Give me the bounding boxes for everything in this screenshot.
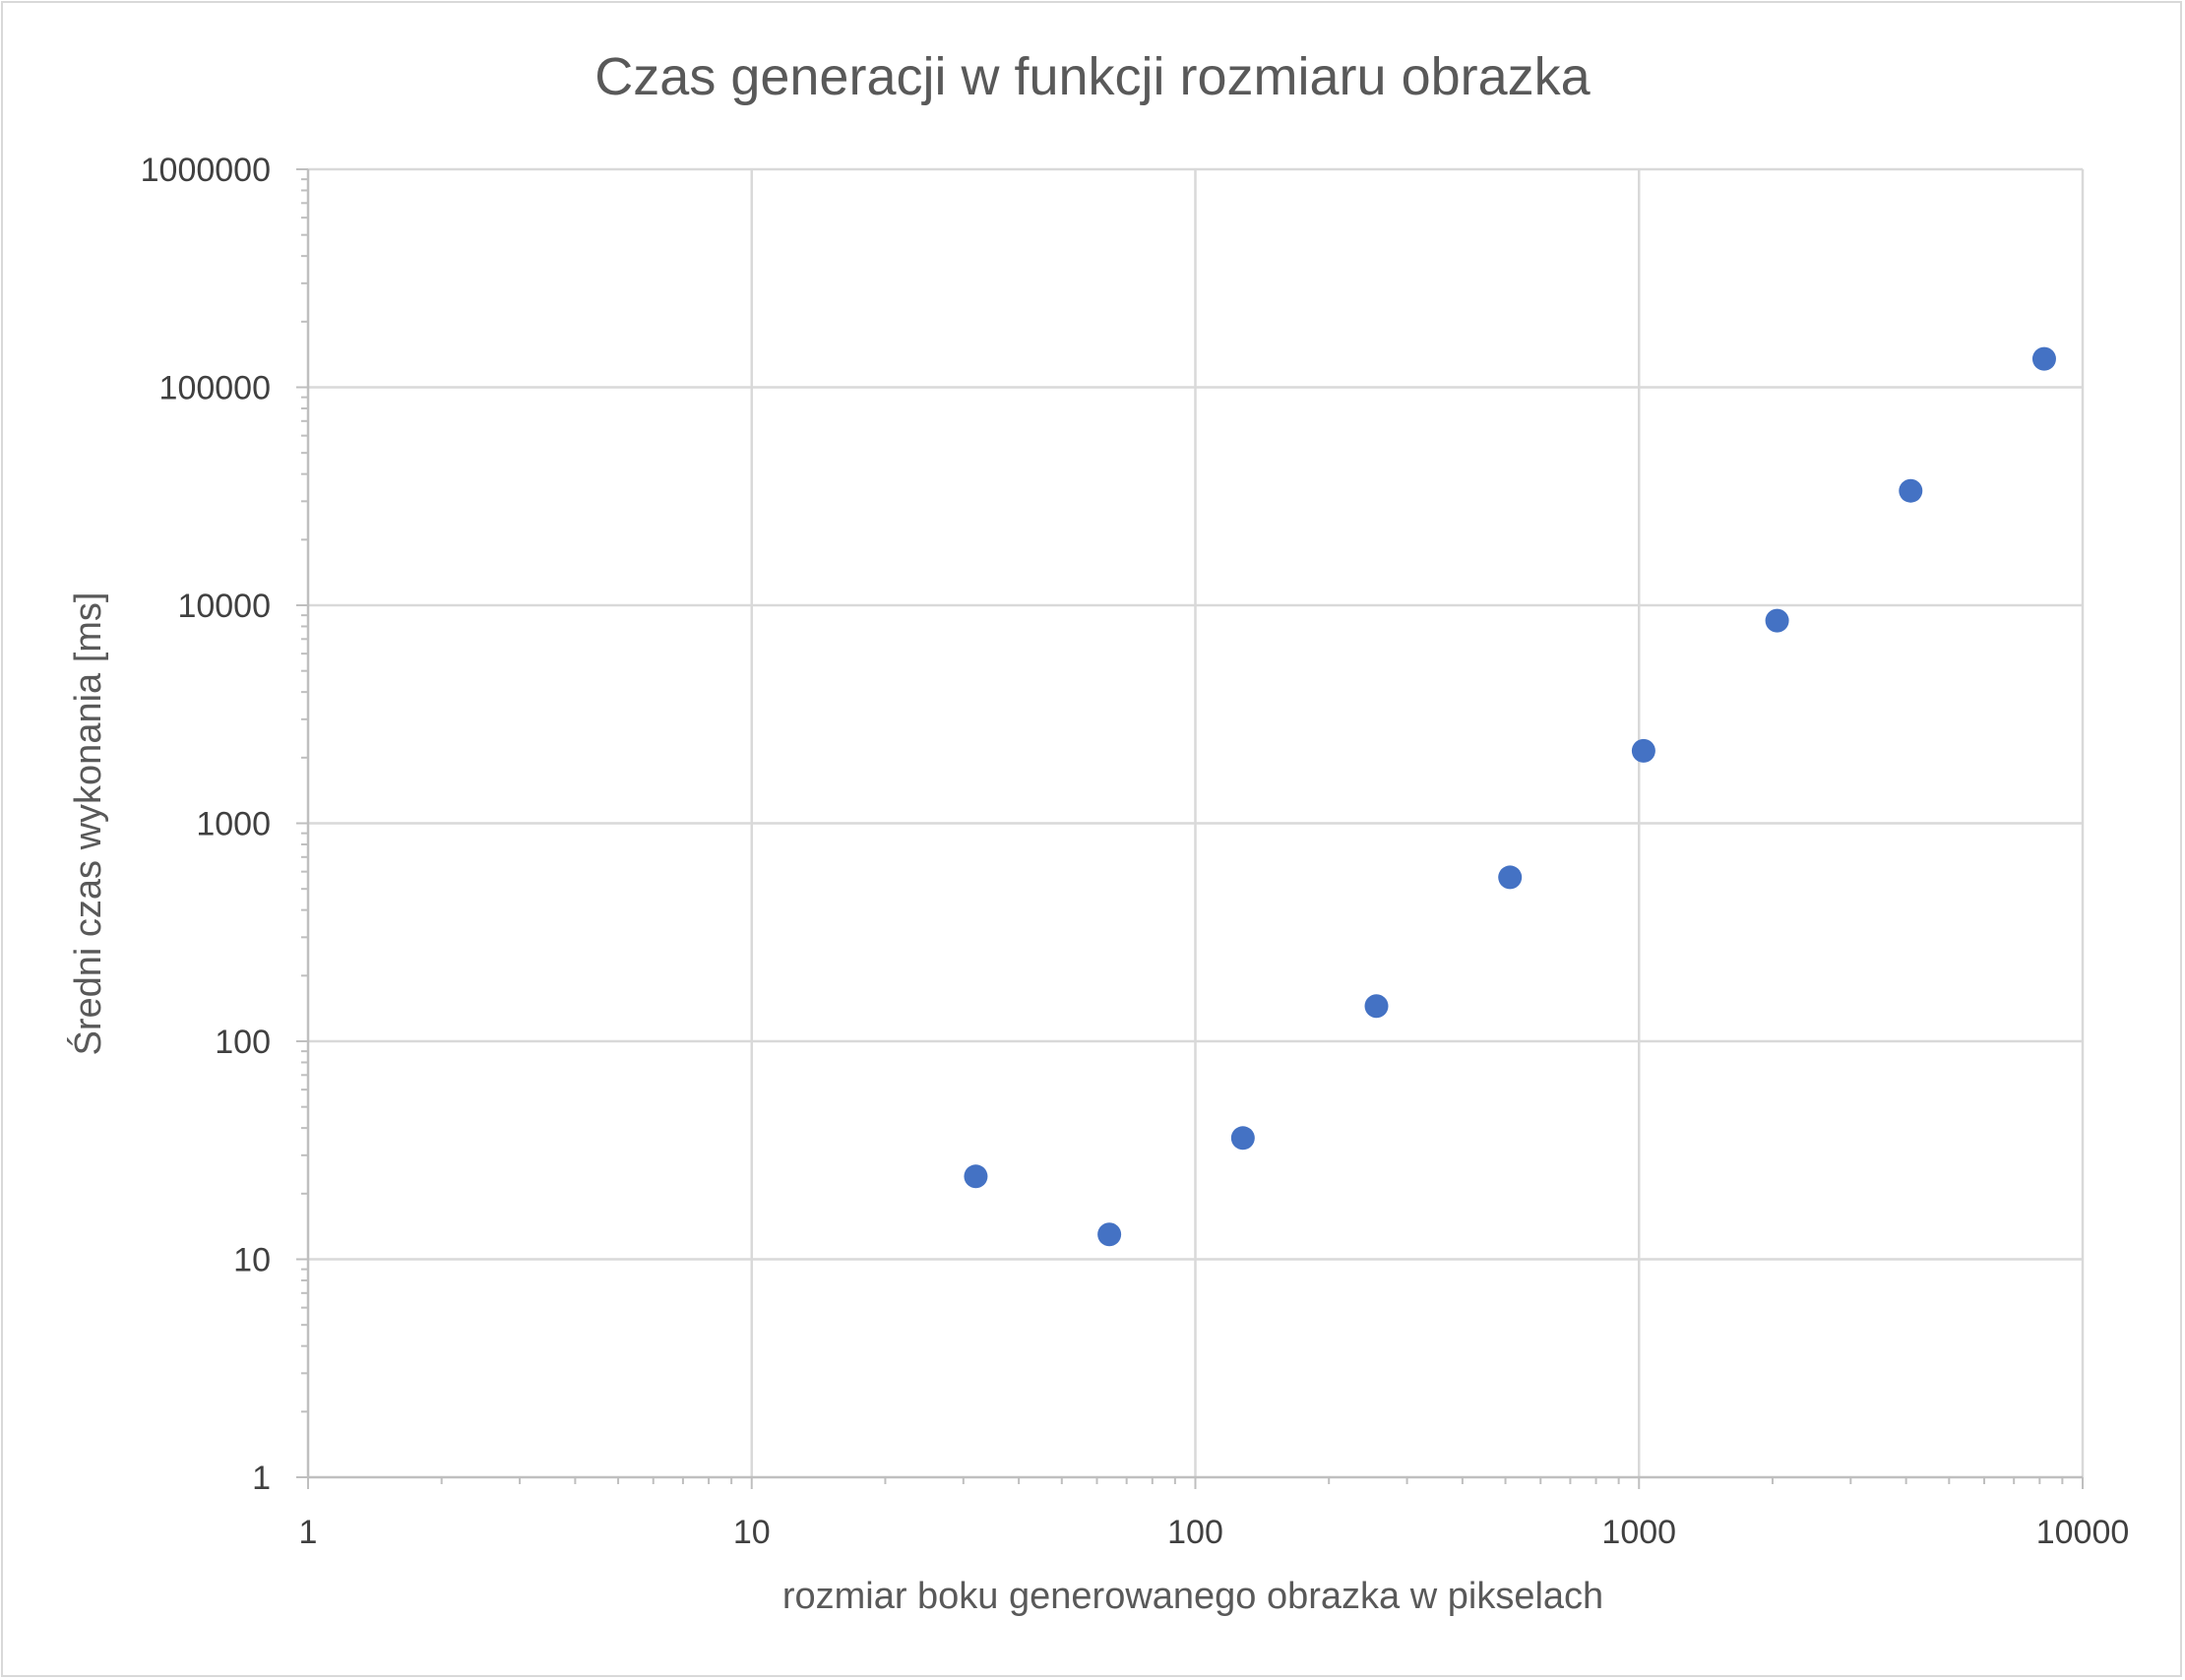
y-tick-label: 10000 [177, 588, 271, 625]
y-axis-label: Średni czas wykonania [ms] [65, 592, 109, 1056]
data-point [1230, 1126, 1255, 1151]
data-point [2031, 346, 2056, 371]
gridlines [308, 167, 2085, 1477]
x-tick-label: 10000 [2036, 1514, 2130, 1551]
axes [296, 168, 2084, 1489]
data-point [1631, 738, 1655, 763]
tick-labels: 1 10 100 1000 10000 100000 1000000 1 10 100 1000 10… [141, 152, 2130, 1551]
data-point [964, 1164, 988, 1189]
x-tick-label: 100 [1167, 1514, 1223, 1551]
data-point [1765, 608, 1789, 633]
chart-title: Czas generacji w funkcji rozmiaru obrazk… [594, 47, 1591, 106]
data-points [964, 346, 2056, 1247]
x-tick-label: 1000 [1601, 1514, 1676, 1551]
y-tick-label: 100 [215, 1024, 271, 1061]
data-point [1364, 994, 1389, 1019]
data-point [1899, 478, 1923, 503]
y-tick-label: 1000 [196, 806, 271, 843]
y-tick-label: 10 [233, 1242, 271, 1279]
y-tick-label: 100000 [159, 370, 271, 407]
data-point [1498, 865, 1523, 890]
x-tick-label: 10 [733, 1514, 771, 1551]
y-tick-label: 1000000 [141, 152, 271, 189]
data-point [1097, 1222, 1122, 1247]
y-tick-label: 1 [252, 1460, 271, 1497]
x-tick-label: 1 [299, 1514, 318, 1551]
x-axis-label: rozmiar boku generowanego obrazka w piks… [782, 1576, 1603, 1617]
